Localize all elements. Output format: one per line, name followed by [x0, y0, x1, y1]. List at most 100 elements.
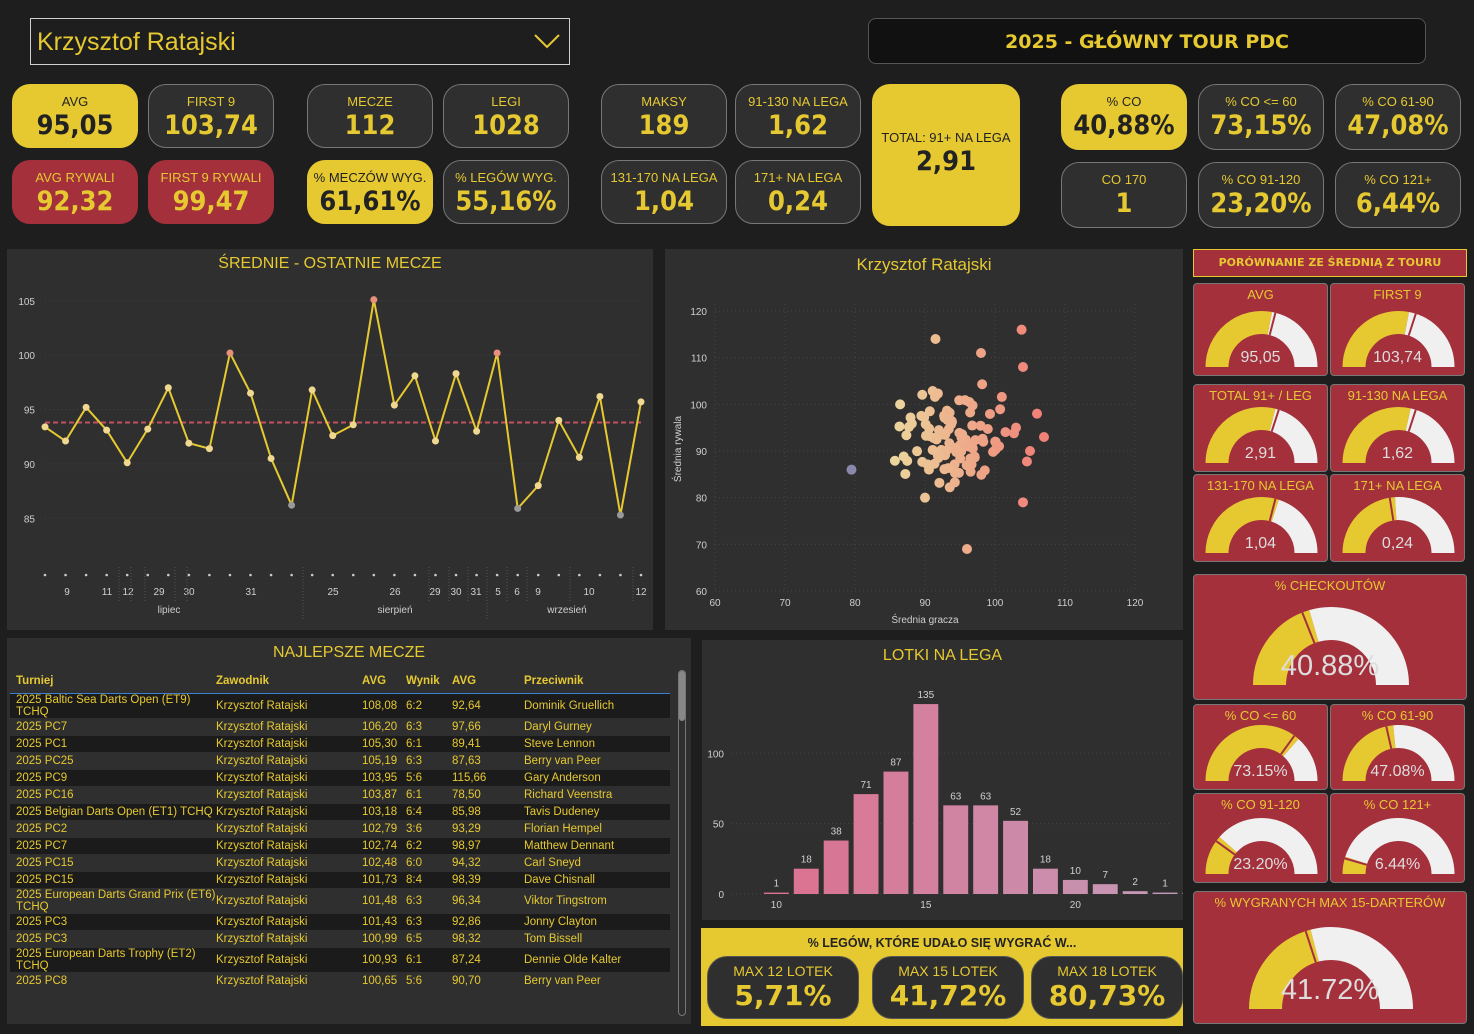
bar-label: 87	[890, 758, 902, 769]
compare-title: PORÓWNANIE ZE ŚREDNIĄ Z TOURU	[1193, 249, 1467, 277]
line-chart-title: ŚREDNIE - OSTATNIE MECZE	[218, 255, 442, 272]
gauge-remainder	[1404, 311, 1455, 368]
table-row[interactable]: 2025 PC16 Krzysztof Ratajski 103,87 6:1 78,5…	[10, 787, 670, 804]
bar	[853, 794, 879, 894]
table-cell: 103,95	[362, 772, 398, 784]
table-row[interactable]: 2025 PC2 Krzysztof Ratajski 102,79 3:6 93,29…	[10, 821, 670, 838]
y-tick-label: 100	[690, 400, 707, 411]
table-row[interactable]: 2025 PC3 Krzysztof Ratajski 101,43 6:3 92,86…	[10, 914, 670, 931]
table-row[interactable]: 2025 PC9 Krzysztof Ratajski 103,95 5:6 115,6…	[10, 770, 670, 787]
gauge-fill	[1205, 836, 1238, 875]
best-matches-title: NAJLEPSZE MECZE	[272, 644, 426, 661]
table-row[interactable]: 2025 PC25 Krzysztof Ratajski 105,19 6:3 87,6…	[10, 753, 670, 770]
card-legs: LEGI 1028	[443, 84, 569, 148]
table-row[interactable]: 2025 PC15 Krzysztof Ratajski 102,48 6:0 94,3…	[10, 855, 670, 872]
gauge-label: 91-130 NA LEGA	[1347, 388, 1448, 403]
table-scrollbar[interactable]	[678, 670, 686, 1016]
bar	[823, 840, 849, 894]
scatter-point	[939, 429, 950, 440]
x-tick-label: 5	[495, 587, 501, 598]
table-header-cell[interactable]: Wynik	[406, 674, 440, 687]
table-cell: 2025 Baltic Sea Darts Open (ET9) TCHQ	[16, 694, 191, 718]
axis-dot	[495, 573, 499, 577]
card-co60: % CO <= 60 73,15%	[1198, 84, 1324, 150]
bar-label: 71	[860, 780, 872, 791]
gauge-target-marker	[1388, 497, 1395, 521]
scatter-point	[984, 408, 995, 419]
scatter-point	[930, 334, 941, 344]
table-row[interactable]: 2025 PC3 Krzysztof Ratajski 100,99 6:5 98,32…	[10, 931, 670, 948]
scatter-point	[912, 446, 923, 457]
table-cell: Krzysztof Ratajski	[216, 772, 308, 784]
gauge-target-marker	[1280, 735, 1296, 755]
gauge-remainder	[1282, 738, 1318, 782]
y-axis-label: Średnia rywala	[671, 415, 684, 482]
bar-label: 38	[831, 827, 843, 838]
page-title: 2025 - GŁÓWNY TOUR PDC	[868, 18, 1426, 64]
table-cell: Berry van Peer	[524, 755, 601, 767]
best-matches-table: Turniej Zawodnik AVG Wynik AVG Przeciwnik 2025…	[10, 668, 670, 990]
table-header-cell[interactable]: Zawodnik	[216, 674, 270, 687]
gauge-target-marker	[1268, 312, 1277, 336]
gauge-card: % CO 61-90 47.08%	[1330, 704, 1465, 790]
table-row[interactable]: 2025 PC15 Krzysztof Ratajski 101,73 8:4 98,3…	[10, 872, 670, 889]
card-first9: FIRST 9 103,74	[148, 84, 274, 148]
axis-dot	[393, 573, 396, 577]
gauge-fill	[1205, 497, 1279, 554]
table-cell: 98,39	[452, 874, 481, 886]
scatter-point	[900, 468, 911, 479]
table-row[interactable]: 2025 PC8 Krzysztof Ratajski 100,65 5:6 90,70…	[10, 973, 670, 990]
table-row[interactable]: 2025 European Darts Trophy (ET2) TCHQ Krz…	[10, 948, 670, 973]
gauge-fill	[1342, 497, 1398, 554]
table-row[interactable]: 2025 Baltic Sea Darts Open (ET9) TCHQ Krz…	[10, 694, 670, 719]
card-avg: AVG 95,05	[12, 84, 138, 148]
scatter-point	[976, 348, 986, 358]
table-cell: 6:3	[406, 895, 422, 907]
scatter-point	[919, 412, 930, 423]
table-cell: 101,73	[362, 874, 398, 886]
table-cell: 98,97	[452, 840, 481, 852]
axis-dot	[639, 573, 643, 577]
gauge-arc	[1205, 818, 1318, 875]
table-row[interactable]: 2025 PC7 Krzysztof Ratajski 102,74 6:2 98,97…	[10, 838, 670, 855]
card-171: 171+ NA LEGA 0,24	[735, 160, 861, 224]
gauge-fill	[1342, 311, 1409, 368]
bar	[883, 771, 909, 894]
scatter-point	[956, 432, 967, 443]
gauge-remainder	[1345, 818, 1455, 875]
scatter-point	[1021, 456, 1032, 467]
data-point	[431, 437, 439, 445]
x-tick-label: 60	[709, 598, 721, 609]
table-row[interactable]: 2025 PC7 Krzysztof Ratajski 106,20 6:3 97,66…	[10, 719, 670, 736]
data-point	[390, 401, 398, 409]
table-header-cell[interactable]: Przeciwnik	[524, 674, 584, 687]
table-cell: Dominik Gruellich	[524, 700, 615, 712]
table-cell: 100,93	[362, 954, 398, 966]
bar-label: 1	[774, 879, 780, 890]
table-cell: 97,66	[452, 721, 481, 733]
gauge-card: % CO 91-120 23.20%	[1193, 793, 1328, 883]
bar-label: 2	[1132, 877, 1138, 888]
data-point	[226, 349, 234, 357]
card-91-130: 91-130 NA LEGA 1,62	[735, 84, 861, 148]
table-row[interactable]: 2025 Belgian Darts Open (ET1) TCHQ Krzysz…	[10, 804, 670, 821]
data-point	[62, 437, 70, 445]
table-header-cell[interactable]: Turniej	[16, 674, 54, 687]
y-tick-label: 60	[696, 587, 708, 598]
data-point	[164, 384, 172, 392]
table-row[interactable]: 2025 PC1 Krzysztof Ratajski 105,30 6:1 89,41…	[10, 736, 670, 753]
x-tick-label: 80	[849, 598, 861, 609]
gauge-card: % CO <= 60 73.15%	[1193, 704, 1328, 790]
y-tick-label: 105	[18, 297, 35, 308]
gauge-value: 1,04	[1244, 535, 1277, 552]
table-header-cell[interactable]: AVG	[452, 674, 477, 687]
bar	[1152, 892, 1178, 894]
table-cell: Tom Bissell	[524, 933, 583, 945]
table-row[interactable]: 2025 European Darts Grand Prix (ET6) TCH…	[10, 889, 670, 914]
player-dropdown[interactable]: Krzysztof Ratajski	[30, 18, 570, 65]
gauge-fill	[1342, 407, 1411, 464]
table-header-cell[interactable]: AVG	[362, 674, 387, 687]
y-tick-label: 85	[24, 514, 36, 525]
gauge-value: 1,62	[1381, 445, 1414, 462]
table-cell: 6:2	[406, 700, 422, 712]
